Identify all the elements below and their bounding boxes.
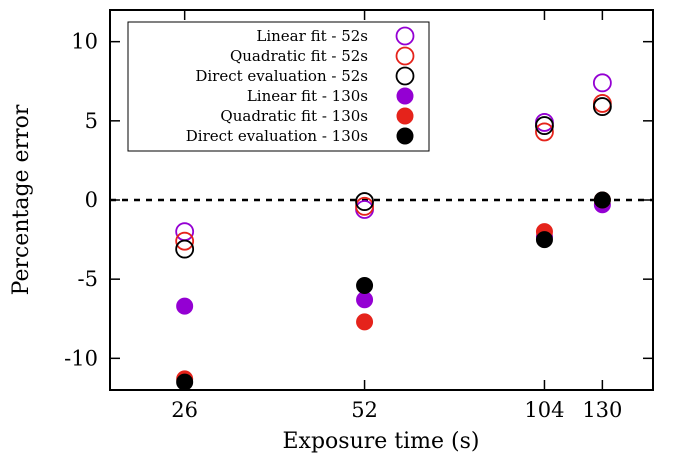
legend-label: Linear fit - 52s <box>256 27 368 45</box>
legend-marker <box>395 26 415 46</box>
x-tick-label: 26 <box>171 398 198 422</box>
y-axis-ticks: 10 5 0 -5 -10 <box>64 30 653 370</box>
data-point <box>175 231 195 251</box>
legend-box <box>127 21 430 152</box>
legend-label: Quadratic fit - 130s <box>220 107 368 125</box>
y-tick-label: -10 <box>64 346 98 370</box>
legend-marker <box>395 46 415 66</box>
data-point <box>356 291 374 309</box>
x-tick-label: 130 <box>582 398 622 422</box>
legend-marker <box>395 66 415 86</box>
data-point <box>176 373 194 391</box>
legend-marker <box>396 127 414 145</box>
data-point <box>176 297 194 315</box>
legend-marker <box>396 87 414 105</box>
legend-label: Quadratic fit - 52s <box>230 47 368 65</box>
data-point <box>592 97 612 116</box>
data-point <box>175 222 195 242</box>
data-point <box>535 122 554 142</box>
y-tick-label: 5 <box>85 109 98 133</box>
data-point <box>175 239 195 259</box>
x-axis-label: Exposure time (s) <box>283 429 480 454</box>
data-point <box>356 277 374 294</box>
y-tick-label: 0 <box>85 188 98 212</box>
y-tick-label: -5 <box>78 267 98 291</box>
legend-label: Direct evaluation - 130s <box>186 127 368 145</box>
data-point <box>356 313 374 331</box>
legend: Linear fit - 52s Quadratic fit - 52s Direc… <box>127 21 430 152</box>
data-point <box>535 231 553 249</box>
x-tick-label: 104 <box>524 398 564 422</box>
legend-label: Direct evaluation - 52s <box>195 67 368 85</box>
legend-label: Linear fit - 130s <box>247 87 368 105</box>
x-tick-label: 52 <box>351 398 378 422</box>
data-point <box>535 116 554 135</box>
y-tick-label: 10 <box>71 30 98 54</box>
data-points <box>175 73 612 391</box>
data-point <box>355 192 374 211</box>
data-point <box>355 196 374 216</box>
y-axis-label: Percentage error <box>9 104 34 295</box>
legend-marker <box>396 107 414 125</box>
data-point <box>593 191 611 209</box>
data-point <box>592 73 612 93</box>
